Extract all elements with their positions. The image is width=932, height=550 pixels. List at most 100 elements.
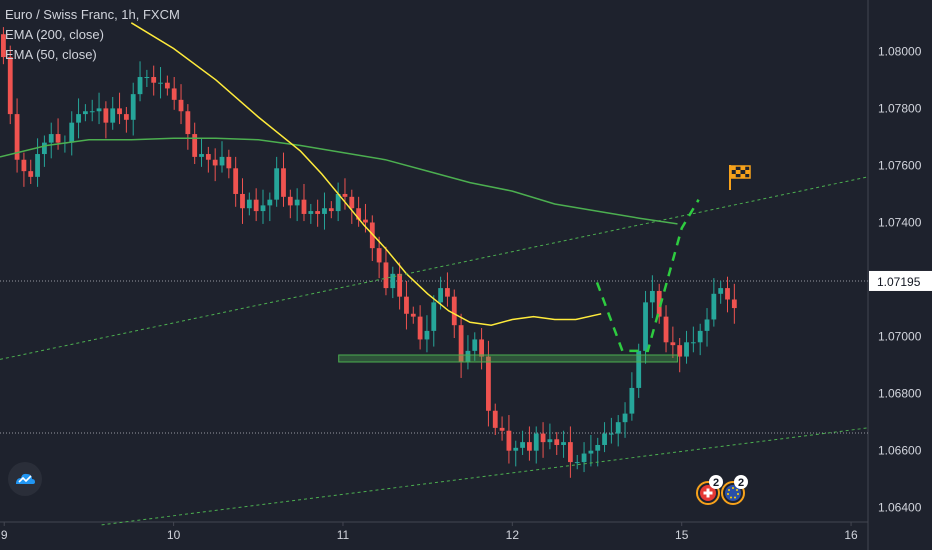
economic-events[interactable]: 2 2 bbox=[696, 474, 756, 508]
candle bbox=[130, 82, 136, 136]
candle-body bbox=[602, 433, 607, 445]
candle-body bbox=[356, 208, 362, 220]
candle-body bbox=[178, 99, 184, 112]
candle-body bbox=[103, 108, 109, 123]
candle-body bbox=[158, 82, 163, 84]
candle bbox=[684, 330, 689, 364]
legend-ema200[interactable]: EMA (200, close) bbox=[5, 27, 104, 42]
candle bbox=[602, 422, 607, 453]
candle bbox=[96, 92, 102, 125]
candle-body bbox=[554, 439, 560, 445]
candle-body bbox=[383, 262, 389, 289]
candle-body bbox=[458, 325, 464, 363]
candle-body bbox=[376, 248, 382, 263]
candle-body bbox=[390, 273, 396, 289]
candle-body bbox=[28, 171, 34, 177]
candle-body bbox=[547, 439, 553, 443]
candle bbox=[608, 417, 614, 444]
candle bbox=[690, 326, 696, 353]
candle-body bbox=[397, 273, 403, 297]
candles bbox=[1, 27, 737, 478]
candle bbox=[14, 98, 20, 173]
candle bbox=[725, 276, 730, 313]
candle-body bbox=[287, 196, 293, 206]
candle-body bbox=[335, 193, 341, 212]
candle bbox=[28, 159, 34, 184]
candle-body bbox=[137, 77, 143, 95]
candle-body bbox=[622, 413, 628, 423]
candle-body bbox=[520, 442, 525, 448]
candle bbox=[561, 430, 566, 458]
candle bbox=[472, 332, 478, 361]
candle bbox=[718, 280, 724, 304]
candle bbox=[731, 283, 737, 324]
candle bbox=[164, 75, 170, 96]
candle-body bbox=[690, 342, 696, 344]
candle-body bbox=[615, 422, 621, 434]
candle-body bbox=[1, 34, 6, 58]
candle-body bbox=[725, 288, 730, 300]
candle bbox=[117, 92, 122, 125]
candle bbox=[322, 192, 327, 230]
candle-body bbox=[677, 345, 683, 357]
candle bbox=[335, 182, 341, 222]
candle bbox=[615, 415, 621, 447]
ema200-line bbox=[0, 137, 678, 225]
candle bbox=[110, 96, 116, 130]
candle bbox=[349, 189, 355, 224]
candle-body bbox=[438, 288, 444, 303]
tradingview-logo-icon[interactable] bbox=[8, 462, 42, 496]
candle-body bbox=[704, 319, 710, 331]
candle bbox=[629, 372, 635, 421]
y-tick-label: 1.07000 bbox=[878, 330, 922, 344]
candle-body bbox=[561, 442, 566, 445]
candle bbox=[192, 122, 198, 165]
candle bbox=[301, 183, 307, 222]
candle bbox=[233, 156, 239, 207]
candle bbox=[465, 335, 471, 370]
candle bbox=[7, 45, 13, 125]
candle bbox=[369, 215, 375, 261]
support-zone bbox=[338, 354, 678, 363]
candle-body bbox=[513, 447, 519, 451]
candle bbox=[35, 138, 40, 187]
chart-legend: Euro / Swiss Franc, 1h, FXCM EMA (200, c… bbox=[5, 5, 180, 65]
candle bbox=[649, 275, 655, 319]
candle-body bbox=[540, 433, 546, 443]
x-tick-label: 12 bbox=[506, 528, 520, 542]
candle bbox=[520, 430, 525, 455]
candle bbox=[383, 246, 389, 296]
trendline-1 bbox=[101, 427, 869, 526]
y-tick-label: 1.07400 bbox=[878, 215, 922, 229]
candle-body bbox=[55, 134, 61, 143]
candle bbox=[199, 138, 204, 167]
candle-body bbox=[424, 330, 430, 340]
candle-body bbox=[718, 288, 724, 294]
candle-body bbox=[171, 88, 177, 100]
legend-ema50[interactable]: EMA (50, close) bbox=[5, 47, 97, 62]
y-tick-label: 1.06600 bbox=[878, 444, 922, 458]
candle-body bbox=[315, 211, 321, 214]
candle bbox=[1, 27, 6, 65]
candle bbox=[506, 415, 512, 464]
candle-body bbox=[151, 77, 157, 83]
candle bbox=[677, 338, 683, 373]
candle-body bbox=[533, 433, 539, 451]
legend-symbol[interactable]: Euro / Swiss Franc, 1h, FXCM bbox=[5, 7, 180, 22]
plot-area bbox=[0, 0, 868, 522]
candle bbox=[492, 403, 498, 435]
candle bbox=[404, 280, 409, 330]
candle-body bbox=[76, 114, 81, 123]
candle-body bbox=[479, 339, 484, 357]
y-tick-label: 1.07600 bbox=[878, 158, 922, 172]
candle bbox=[547, 423, 553, 450]
candle bbox=[69, 111, 75, 156]
candle bbox=[287, 189, 293, 219]
candle bbox=[410, 306, 416, 324]
candle bbox=[431, 295, 437, 347]
candle-body bbox=[499, 427, 505, 431]
candle-body bbox=[328, 208, 334, 212]
candle-body bbox=[636, 350, 642, 388]
candle bbox=[103, 101, 109, 139]
